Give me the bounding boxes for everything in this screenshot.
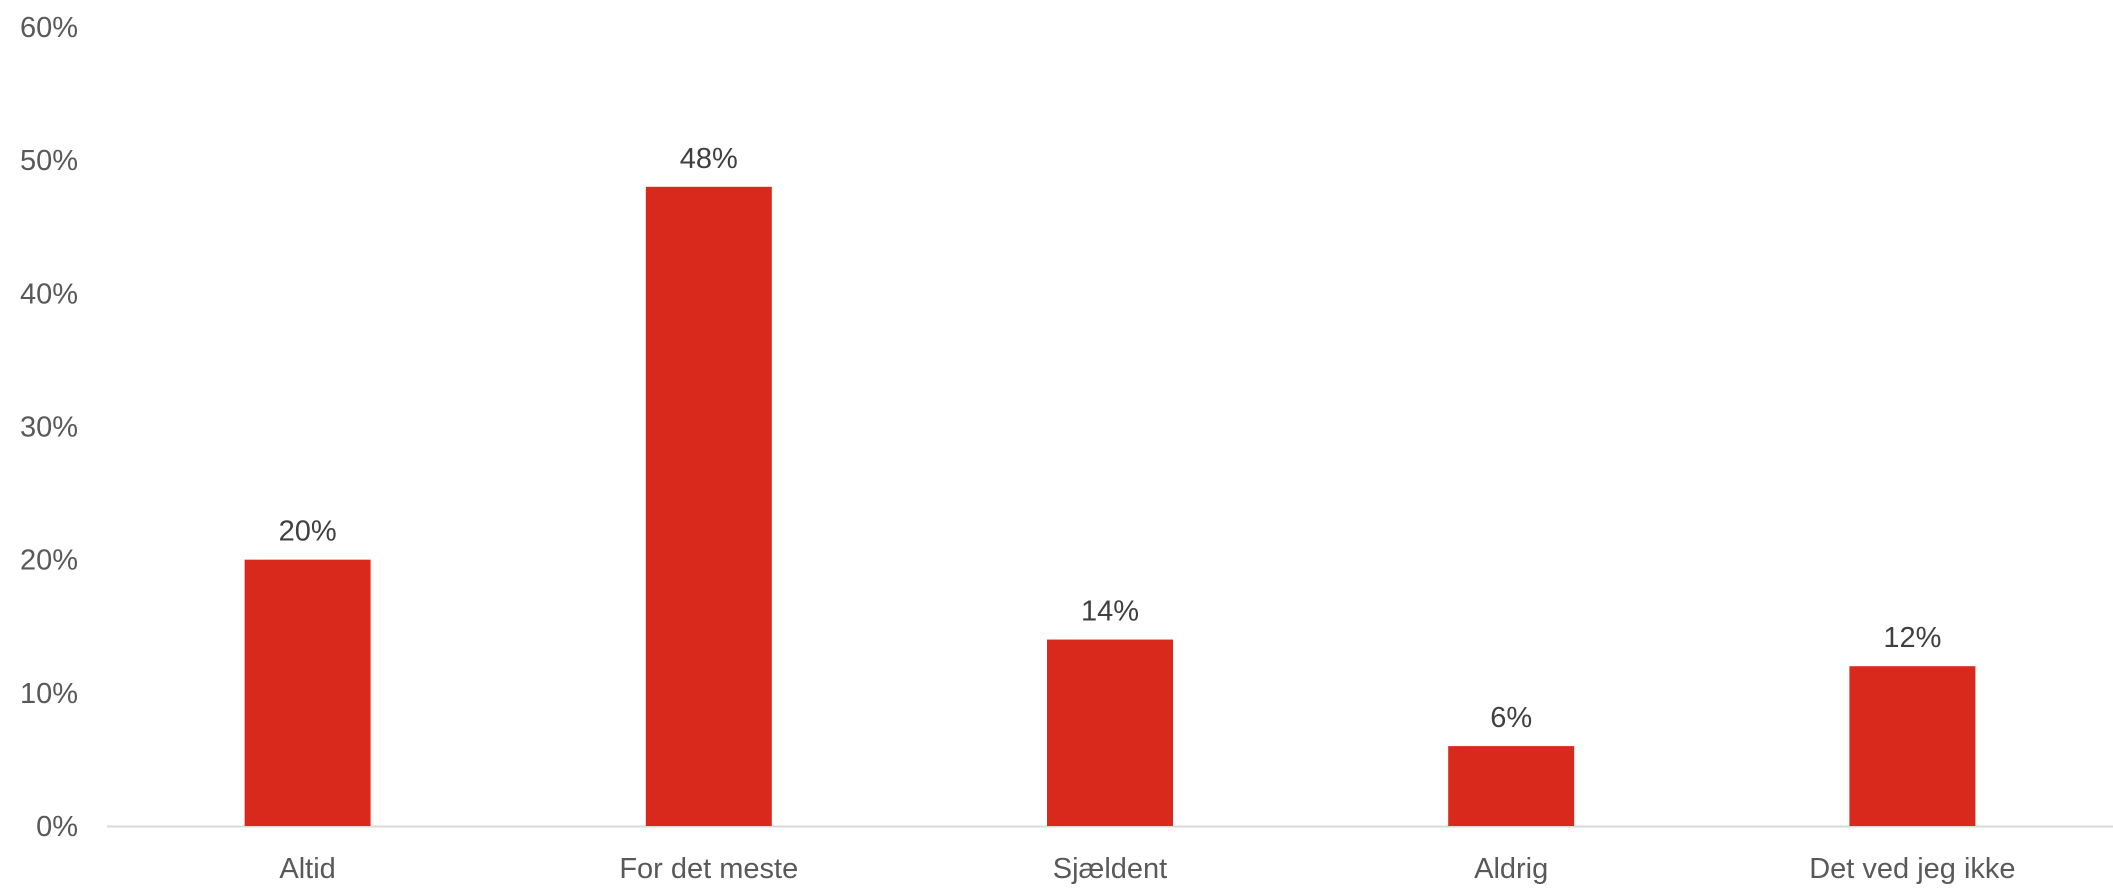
data-label: 20% bbox=[279, 516, 337, 548]
y-tick-label: 30% bbox=[20, 412, 78, 444]
x-axis: Altid For det meste Sjældent Aldrig Det ved … bbox=[279, 853, 2015, 885]
data-label: 14% bbox=[1081, 596, 1139, 628]
bar bbox=[244, 559, 371, 826]
data-label: 12% bbox=[1883, 622, 1941, 654]
x-tick-label: Altid bbox=[279, 853, 335, 885]
y-axis: 0% 10% 20% 30% 40% 50% 60% bbox=[20, 12, 78, 843]
x-tick-label: For det meste bbox=[619, 853, 798, 885]
bar bbox=[1849, 666, 1976, 826]
y-tick-label: 40% bbox=[20, 278, 78, 310]
x-tick-label: Det ved jeg ikke bbox=[1809, 853, 2015, 885]
x-tick-label: Sjældent bbox=[1053, 853, 1167, 885]
bar bbox=[1047, 639, 1173, 826]
bar-series bbox=[244, 186, 1976, 827]
y-tick-label: 20% bbox=[20, 545, 78, 577]
y-tick-label: 50% bbox=[20, 145, 78, 177]
bar bbox=[1448, 746, 1575, 826]
y-tick-label: 10% bbox=[20, 678, 78, 710]
data-label: 48% bbox=[680, 143, 738, 175]
bar bbox=[645, 186, 772, 827]
data-label: 6% bbox=[1490, 702, 1532, 734]
data-labels: 20% 48% 14% 6% 12% bbox=[279, 143, 1942, 734]
y-tick-label: 0% bbox=[36, 811, 78, 843]
y-tick-label: 60% bbox=[20, 12, 78, 44]
x-tick-label: Aldrig bbox=[1474, 853, 1548, 885]
